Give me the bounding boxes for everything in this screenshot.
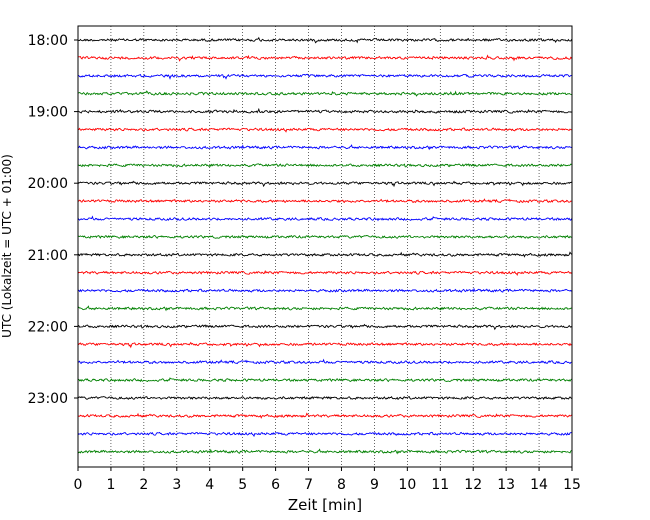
y-tick-label: 21:00 — [28, 248, 68, 264]
seismogram-trace — [77, 107, 572, 114]
x-tick-label: 14 — [530, 477, 548, 493]
x-tick-label: 10 — [398, 477, 416, 493]
seismogram-trace — [77, 448, 572, 455]
x-tick-label: 1 — [106, 477, 115, 493]
seismogram-trace — [77, 412, 572, 419]
seismogram-trace — [77, 305, 572, 312]
x-axis-label: Zeit [min] — [288, 496, 362, 514]
x-tick-label: 13 — [497, 477, 515, 493]
x-tick-label: 15 — [563, 477, 581, 493]
seismogram-traces — [77, 36, 573, 455]
x-tick-label: 0 — [74, 477, 83, 493]
y-tick-label: 22:00 — [28, 319, 68, 335]
x-tick-label: 5 — [238, 477, 247, 493]
seismogram-trace — [77, 54, 572, 62]
plot-frame — [77, 25, 573, 468]
y-tick-label: 20:00 — [28, 176, 68, 192]
x-tick-label: 9 — [370, 477, 379, 493]
seismogram-trace — [77, 90, 572, 97]
x-tick-label: 4 — [205, 477, 214, 493]
seismogram-trace — [77, 270, 572, 276]
y-tick-label: 23:00 — [28, 391, 68, 407]
seismogram-trace — [77, 287, 572, 293]
seismogram-trace — [77, 73, 572, 80]
seismogram-trace — [77, 431, 572, 438]
x-tick-label: 11 — [431, 477, 449, 493]
seismogram-trace — [77, 127, 572, 133]
seismogram-trace — [77, 163, 572, 168]
seismogram-trace — [77, 251, 572, 258]
seismogram-trace — [77, 180, 572, 188]
seismogram-trace — [77, 323, 572, 331]
seismogram-trace — [77, 341, 572, 349]
x-tick-label: 12 — [464, 477, 482, 493]
seismogram-trace — [77, 36, 573, 44]
x-tick-label: 3 — [172, 477, 181, 493]
seismogram-trace — [77, 377, 572, 383]
y-tick-label: 19:00 — [28, 105, 68, 121]
seismogram-trace — [77, 358, 572, 365]
x-tick-label: 8 — [337, 477, 346, 493]
y-tick-label: 18:00 — [28, 33, 68, 49]
x-tick-label: 2 — [139, 477, 148, 493]
seismogram-trace — [77, 396, 572, 400]
x-axis-ticks: 0 1 2 3 4 5 6 7 8 9 10 11 12 13 14 15 — [74, 467, 581, 493]
seismogram-trace — [77, 144, 572, 151]
x-tick-label: 7 — [304, 477, 313, 493]
seismogram-trace — [77, 215, 573, 222]
y-axis-ticks: 18:00 19:00 20:00 21:00 22:00 23:00 — [28, 33, 78, 407]
seismogram-trace — [77, 198, 572, 204]
x-tick-label: 6 — [271, 477, 280, 493]
y-axis-label: UTC (Lokalzeit = UTC + 01:00) — [0, 154, 14, 338]
seismogram-trace — [77, 234, 572, 239]
minute-grid — [110, 26, 540, 467]
